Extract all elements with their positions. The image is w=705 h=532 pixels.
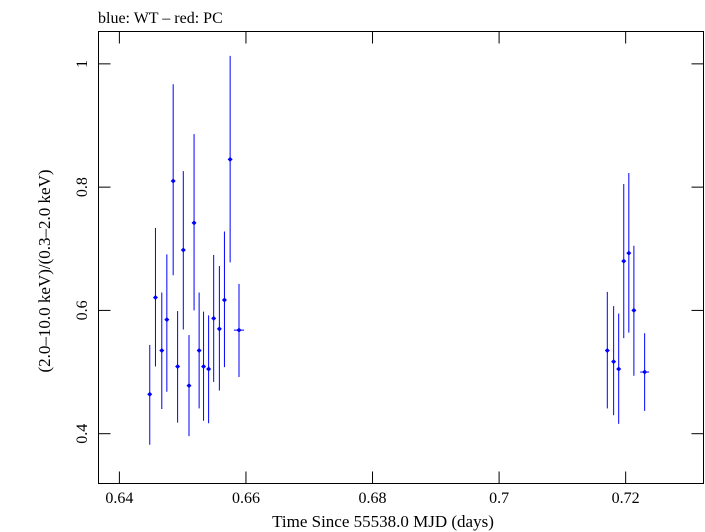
point-marker bbox=[196, 347, 202, 353]
point-marker bbox=[642, 369, 648, 375]
data-point bbox=[164, 254, 170, 392]
point-marker bbox=[631, 307, 637, 313]
point-marker bbox=[616, 366, 622, 372]
data-point bbox=[604, 291, 610, 409]
x-axis-label: Time Since 55538.0 MJD (days) bbox=[272, 512, 494, 531]
data-point bbox=[616, 313, 622, 424]
data-point bbox=[180, 171, 186, 330]
point-marker bbox=[186, 383, 192, 389]
data-point bbox=[216, 266, 222, 391]
data-point bbox=[631, 245, 637, 376]
point-marker bbox=[621, 258, 627, 264]
data-point bbox=[233, 283, 245, 377]
data-points bbox=[147, 55, 650, 445]
data-point bbox=[621, 184, 627, 339]
chart-header: blue: WT – red: PC bbox=[98, 10, 223, 27]
point-marker bbox=[227, 156, 233, 162]
x-tick-label: 0.68 bbox=[359, 490, 387, 507]
point-marker bbox=[221, 297, 227, 303]
point-marker bbox=[604, 347, 610, 353]
x-tick-label: 0.72 bbox=[612, 490, 640, 507]
data-point bbox=[159, 292, 165, 410]
point-marker bbox=[147, 391, 153, 397]
x-axis-ticks: 0.64 0.66 0.68 0.7 0.72 bbox=[105, 31, 640, 507]
y-axis-ticks: 0.4 0.6 0.8 1 bbox=[74, 60, 704, 444]
data-point bbox=[191, 134, 197, 311]
point-marker bbox=[236, 327, 242, 333]
point-marker bbox=[175, 364, 181, 370]
point-marker bbox=[152, 294, 158, 300]
point-marker bbox=[206, 366, 212, 372]
point-marker bbox=[216, 326, 222, 332]
data-point bbox=[640, 333, 650, 411]
data-point bbox=[147, 344, 153, 445]
y-tick-label: 0.6 bbox=[74, 300, 91, 320]
plot-frame bbox=[98, 31, 704, 484]
point-marker bbox=[611, 359, 617, 365]
y-tick-label: 0.8 bbox=[74, 177, 91, 197]
point-marker bbox=[626, 250, 632, 256]
data-point bbox=[152, 227, 158, 367]
data-point bbox=[186, 335, 192, 437]
data-point bbox=[227, 55, 233, 263]
data-point bbox=[211, 254, 217, 382]
x-tick-label: 0.66 bbox=[232, 490, 260, 507]
point-marker bbox=[191, 220, 197, 226]
x-tick-label: 0.64 bbox=[105, 490, 133, 507]
data-point bbox=[196, 292, 202, 409]
point-marker bbox=[164, 317, 170, 323]
point-marker bbox=[211, 315, 217, 321]
x-tick-label: 0.7 bbox=[489, 490, 509, 507]
data-point bbox=[170, 84, 176, 276]
data-point bbox=[221, 231, 227, 368]
data-point bbox=[206, 315, 212, 424]
data-point bbox=[626, 172, 632, 333]
y-axis-label: (2.0–10.0 keV)/(0.3–2.0 keV) bbox=[35, 169, 54, 372]
point-marker bbox=[170, 178, 176, 184]
data-point bbox=[201, 311, 207, 421]
point-marker bbox=[180, 247, 186, 253]
y-tick-label: 1 bbox=[74, 60, 91, 68]
data-point bbox=[611, 306, 617, 416]
data-point bbox=[175, 311, 181, 423]
point-marker bbox=[159, 347, 165, 353]
point-marker bbox=[201, 364, 207, 370]
y-tick-label: 0.4 bbox=[74, 424, 91, 444]
